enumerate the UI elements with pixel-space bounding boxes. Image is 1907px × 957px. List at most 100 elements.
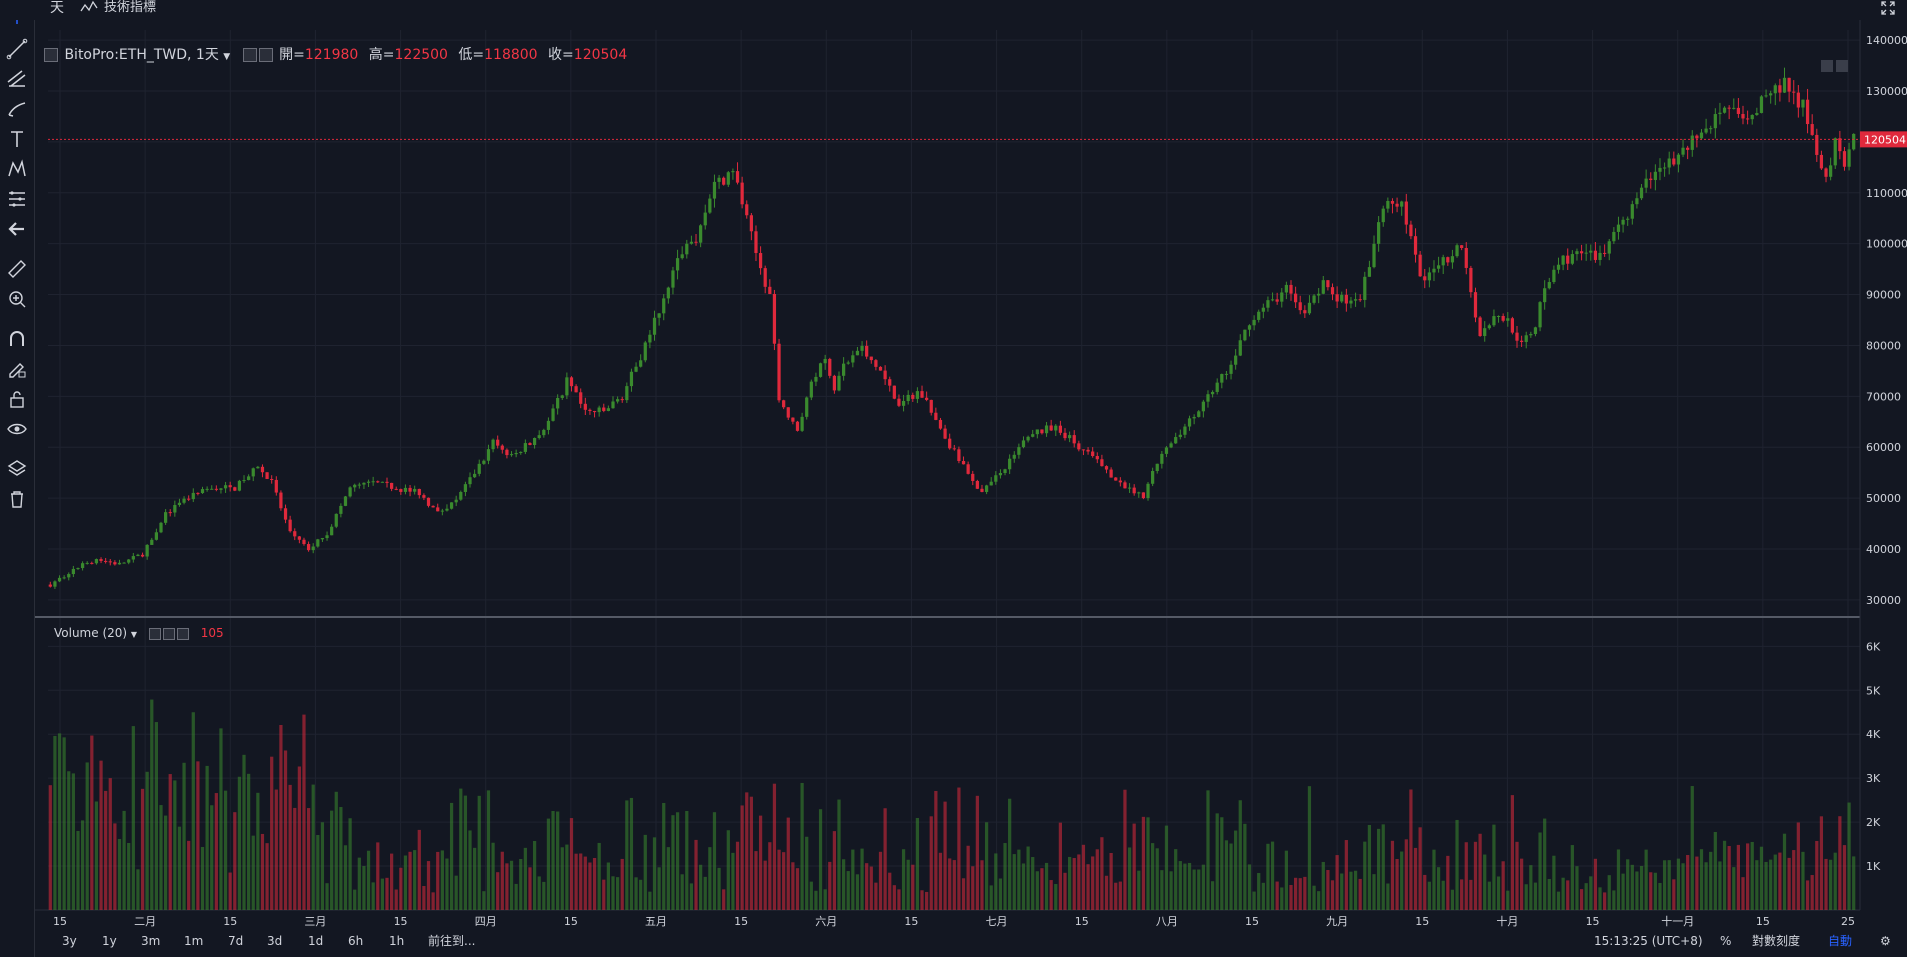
- goto-date-button[interactable]: 前往到...: [428, 934, 476, 948]
- layers-icon[interactable]: [4, 456, 30, 482]
- volume-bar: [302, 714, 306, 910]
- visibility-toggle-icon[interactable]: [148, 627, 161, 640]
- volume-bar: [293, 807, 297, 910]
- chevron-down-icon[interactable]: ▼: [223, 52, 231, 62]
- candle-body: [1672, 158, 1676, 165]
- volume-bar: [1630, 864, 1634, 910]
- candle-body: [1810, 124, 1814, 135]
- candle-body: [1063, 432, 1067, 439]
- candle-body: [1547, 282, 1551, 289]
- price-tick-label: 140000: [1866, 34, 1907, 47]
- open-value: 121980: [304, 47, 359, 63]
- volume-bar: [574, 853, 578, 910]
- unlock-icon[interactable]: [4, 386, 30, 412]
- percent-scale-toggle[interactable]: %: [1720, 934, 1732, 948]
- lock-drawing-icon[interactable]: [4, 356, 30, 382]
- gear-icon[interactable]: ⚙: [1880, 934, 1891, 948]
- volume-bar: [837, 799, 841, 910]
- settings-icon[interactable]: [258, 48, 273, 62]
- volume-bar: [980, 860, 984, 910]
- volume-bar: [717, 867, 721, 910]
- eye-icon[interactable]: [4, 416, 30, 442]
- volume-bar: [1118, 881, 1122, 910]
- candle-body: [1658, 167, 1662, 172]
- brush-icon[interactable]: [4, 96, 30, 122]
- candle-body: [1377, 222, 1381, 244]
- pattern-tool-icon[interactable]: [4, 156, 30, 182]
- symbol-label[interactable]: BitoPro:ETH_TWD, 1天: [64, 47, 219, 63]
- interval-selector[interactable]: 天: [50, 0, 64, 16]
- candle-body: [205, 488, 209, 490]
- log-scale-toggle[interactable]: 對數刻度: [1752, 934, 1801, 948]
- low-value: 118800: [484, 47, 538, 63]
- candle-body: [468, 477, 472, 485]
- volume-bar: [1206, 790, 1210, 910]
- settings-icon[interactable]: [162, 627, 175, 640]
- candle-body: [920, 391, 924, 398]
- candle-body: [270, 478, 274, 480]
- candle-body: [800, 416, 804, 431]
- price-tick-label: 30000: [1866, 594, 1901, 607]
- candle-body: [1298, 302, 1302, 311]
- range-7d[interactable]: 7d: [228, 934, 244, 948]
- volume-bar: [929, 816, 933, 910]
- volume-bar: [1400, 851, 1404, 910]
- volume-bar: [1460, 879, 1464, 910]
- volume-bar: [389, 853, 394, 910]
- trend-line-icon[interactable]: [4, 36, 30, 62]
- prediction-tool-icon[interactable]: [4, 186, 30, 212]
- volume-bar: [311, 784, 315, 910]
- candle-body: [615, 399, 620, 402]
- volume-bar: [1423, 874, 1427, 910]
- visibility-toggle-icon[interactable]: [242, 48, 257, 62]
- candle-body: [320, 538, 325, 540]
- candle-body: [445, 508, 449, 511]
- arrow-left-icon[interactable]: [4, 216, 30, 242]
- zoom-in-icon[interactable]: [4, 286, 30, 312]
- range-3d[interactable]: 3d: [267, 934, 283, 948]
- clock-time[interactable]: 15:13:25 (UTC+8): [1594, 934, 1703, 948]
- indicators-icon[interactable]: [80, 0, 100, 20]
- candle-body: [1280, 292, 1284, 302]
- volume-bar: [1658, 882, 1662, 910]
- volume-bar: [1192, 869, 1196, 910]
- chevron-down-icon[interactable]: ▼: [130, 630, 138, 639]
- candle-body: [565, 377, 569, 396]
- range-1y[interactable]: 1y: [102, 934, 117, 948]
- candle-body: [1275, 299, 1279, 302]
- volume-bar: [108, 778, 112, 910]
- candle-body: [1091, 451, 1095, 457]
- fib-tool-icon[interactable]: [4, 66, 30, 92]
- range-3y[interactable]: 3y: [62, 934, 77, 948]
- volume-bar: [1335, 855, 1339, 910]
- close-icon[interactable]: [176, 627, 189, 640]
- candle-body: [1745, 118, 1750, 120]
- candle-body: [288, 519, 292, 532]
- text-tool-icon[interactable]: [4, 126, 30, 152]
- volume-bar: [1183, 863, 1187, 910]
- candle-body: [163, 512, 168, 523]
- candle-body: [173, 505, 177, 513]
- candle-body: [1759, 96, 1764, 113]
- candle-body: [200, 489, 205, 494]
- volume-bar: [1695, 856, 1699, 910]
- trash-icon[interactable]: [4, 486, 30, 512]
- candle-body: [279, 492, 283, 509]
- volume-bar: [943, 801, 947, 910]
- candle-body: [62, 577, 66, 579]
- auto-scale-toggle[interactable]: 自動: [1828, 934, 1853, 948]
- range-1d[interactable]: 1d: [308, 934, 324, 948]
- ruler-icon[interactable]: [4, 256, 30, 282]
- range-6h[interactable]: 6h: [348, 934, 364, 948]
- range-1h[interactable]: 1h: [389, 934, 405, 948]
- indicators-button[interactable]: 技術指標: [104, 0, 157, 15]
- range-3m[interactable]: 3m: [141, 934, 161, 948]
- volume-label[interactable]: Volume (20): [54, 626, 128, 640]
- collapse-legend-icon[interactable]: [44, 48, 58, 62]
- magnet-icon[interactable]: [4, 326, 30, 352]
- volume-bar: [376, 842, 380, 910]
- range-1m[interactable]: 1m: [184, 934, 204, 948]
- fullscreen-icon[interactable]: [1880, 0, 1900, 20]
- volume-bar: [1745, 843, 1750, 910]
